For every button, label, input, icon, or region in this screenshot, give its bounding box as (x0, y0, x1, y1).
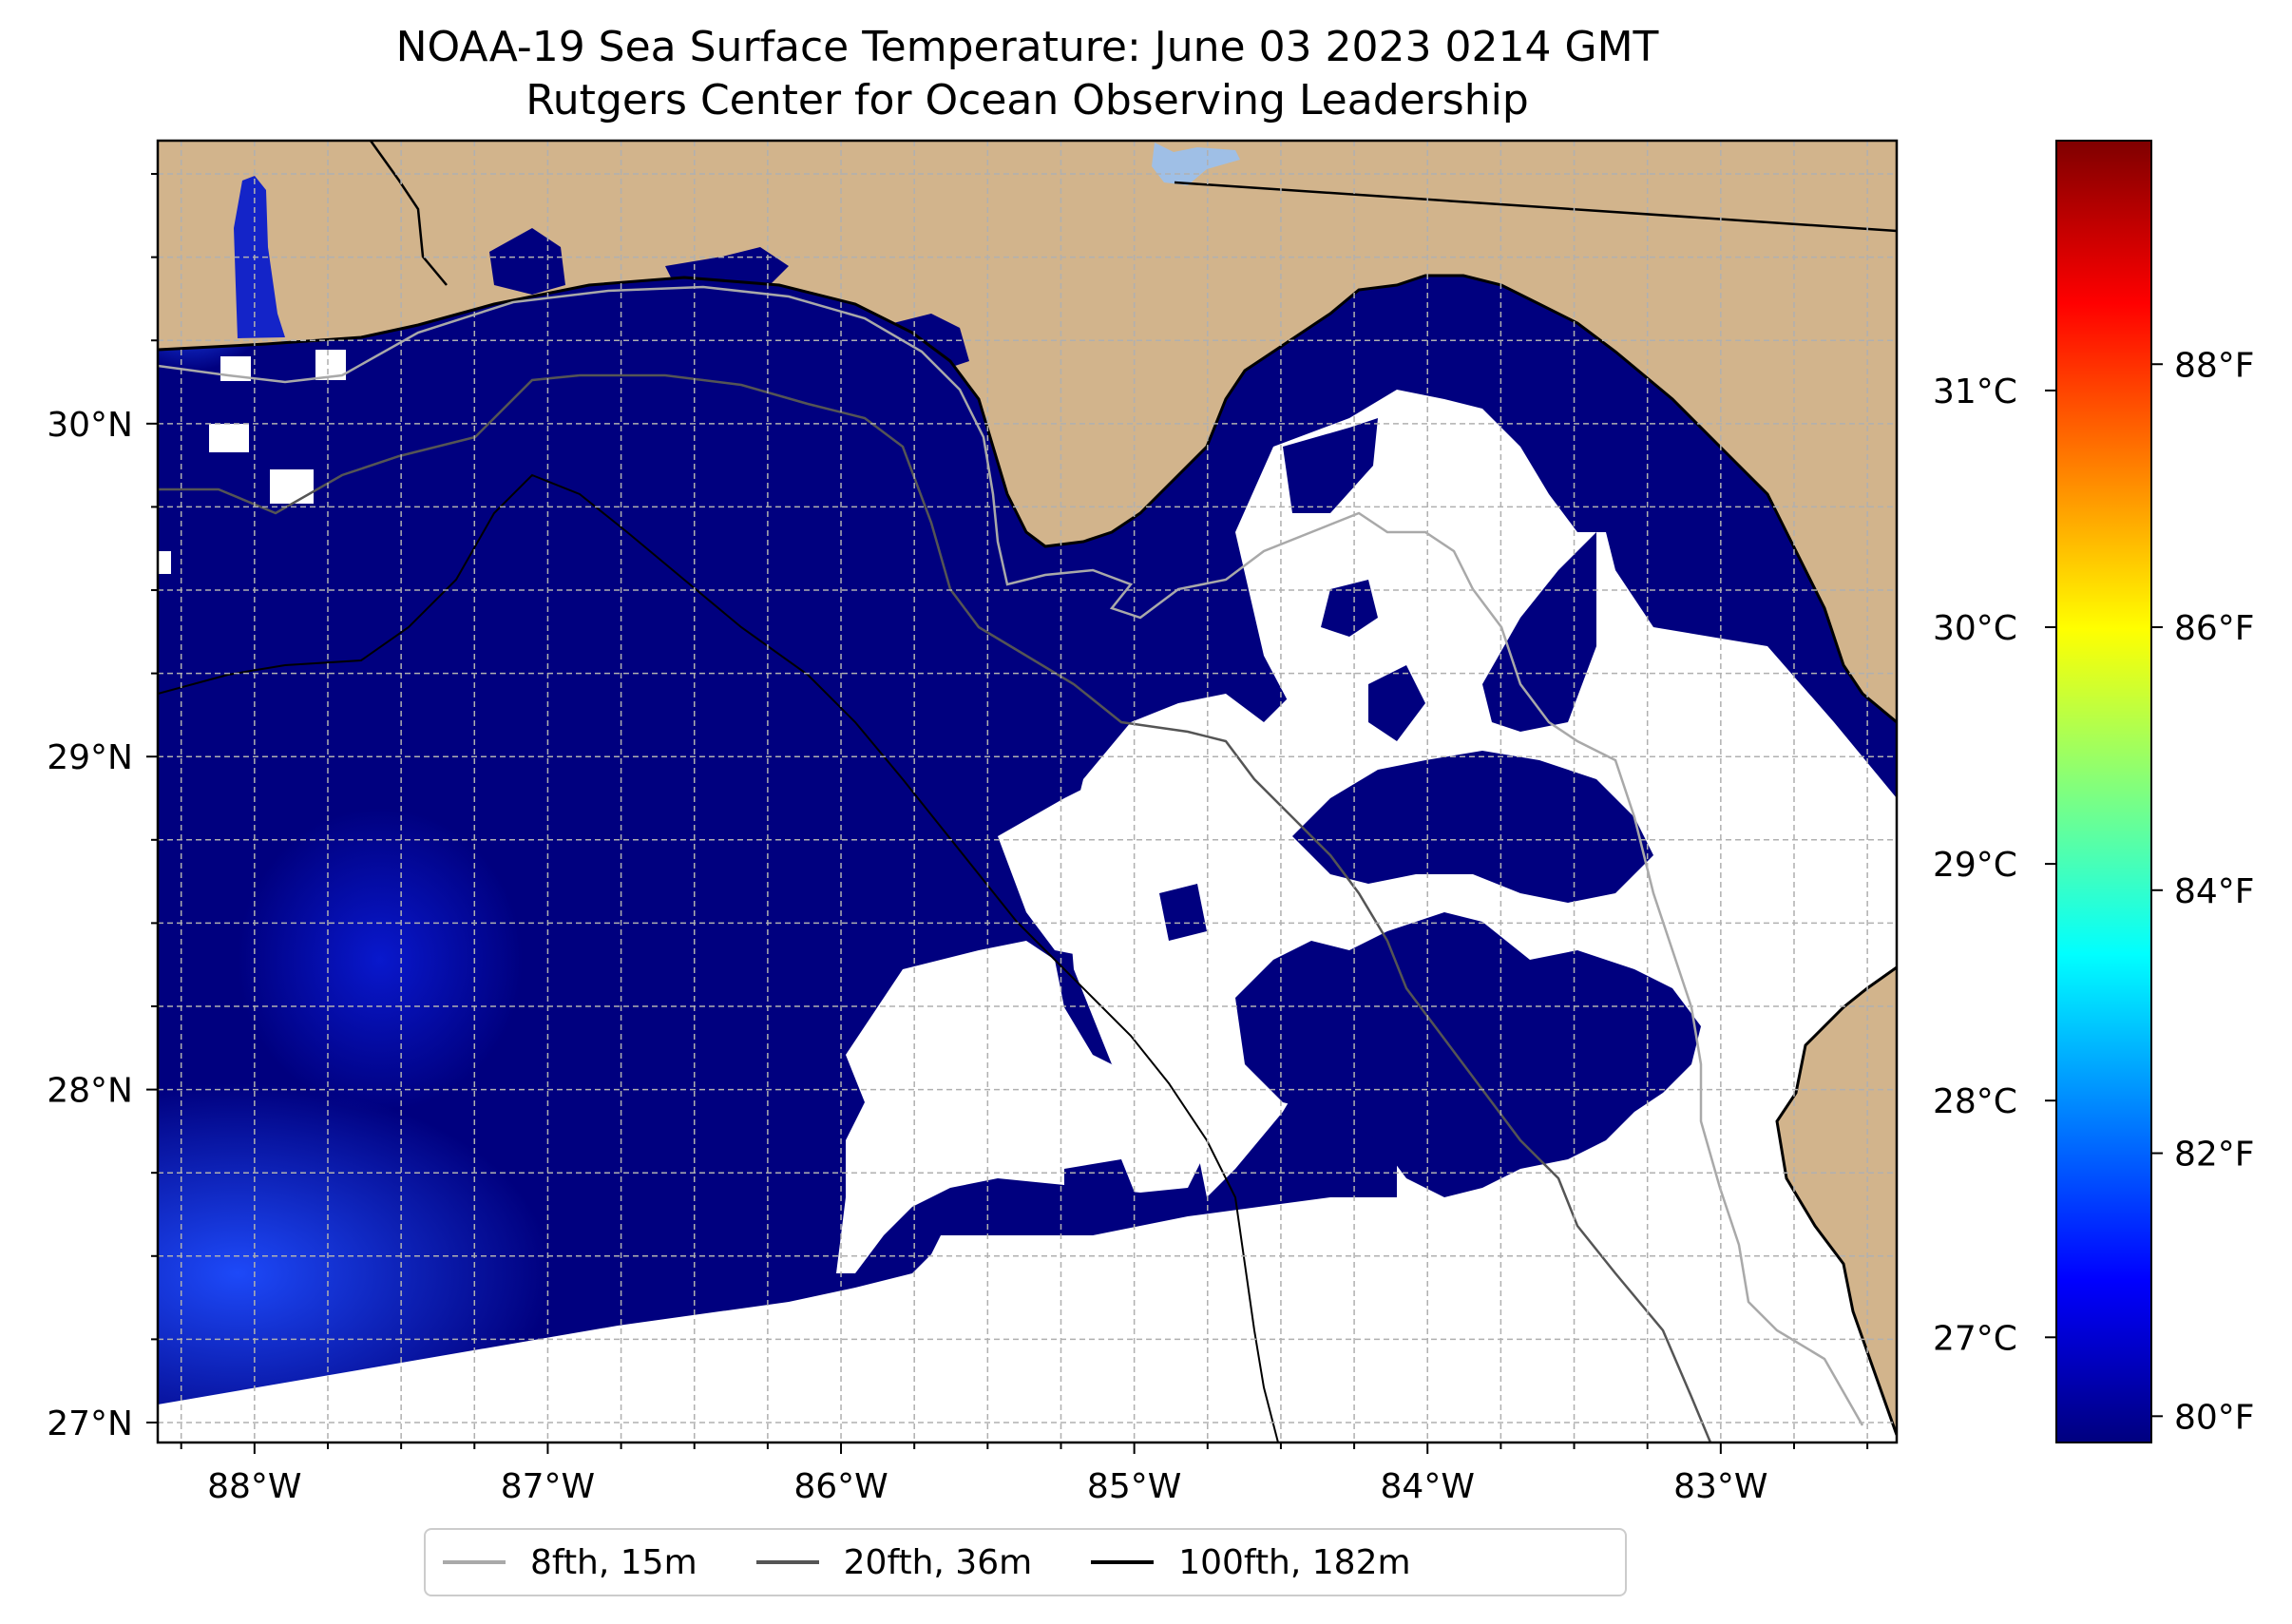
no-data-region (209, 424, 249, 452)
y-tick-label: 27°N (47, 1404, 133, 1443)
map-subtitle: Rutgers Center for Ocean Observing Leade… (525, 76, 1529, 124)
gridlines (158, 141, 1897, 1442)
map-panel (158, 141, 1897, 1442)
legend-label-8fth: 8fth, 15m (530, 1542, 697, 1582)
legend-line-100fth (1091, 1560, 1155, 1564)
map-frame (156, 139, 1899, 1444)
lake (1152, 143, 1240, 185)
colorbar (2055, 140, 2152, 1443)
colorbar-celsius-label: 31°C (1933, 373, 2017, 411)
map-title: NOAA-19 Sea Surface Temperature: June 03… (395, 23, 1659, 71)
colorbar-fahrenheit-label: 84°F (2174, 872, 2255, 911)
legend-line-20fth (755, 1560, 819, 1564)
no-data-region (998, 751, 1197, 960)
y-tick-label: 30°N (47, 406, 133, 445)
y-tick-label: 28°N (47, 1072, 133, 1111)
bay-water (489, 228, 565, 295)
x-tick-label: 83°W (1673, 1467, 1767, 1506)
sst-patch (1368, 665, 1425, 741)
sst-patch (1321, 580, 1378, 637)
sst-patch (1292, 751, 1653, 903)
x-tick-label: 86°W (793, 1467, 888, 1506)
colorbar-celsius-label: 30°C (1933, 609, 2017, 648)
x-tick-label: 87°W (501, 1467, 595, 1506)
legend-label-100fth: 100fth, 182m (1178, 1542, 1411, 1582)
sst-patch (1283, 418, 1378, 513)
legend-line-8fth (443, 1560, 506, 1564)
coastline (158, 274, 1897, 724)
legend-label-20fth: 20fth, 36m (843, 1542, 1033, 1582)
colorbar-celsius-label: 29°C (1933, 846, 2017, 885)
colorbar-axes: 27°C 28°C 29°C 30°C 31°C 80°F 82°F 84°F 86°F 88°F (1933, 346, 2255, 1437)
isobath-36m (158, 373, 1712, 1442)
land-area (158, 141, 1897, 1435)
no-data-region (950, 979, 1045, 1093)
coastline (1775, 965, 1897, 1436)
map-axes: 88°W 87°W 86°W 85°W 84°W 83°W 27°N 28°N 29°N 30°N (47, 173, 1869, 1506)
colorbar-fahrenheit-label: 86°F (2174, 609, 2255, 648)
colorbar-fahrenheit-label: 80°F (2174, 1398, 2255, 1437)
legend-item-20fth: 20fth, 36m (755, 1542, 1033, 1582)
isobath-legend: 8fth, 15m 20fth, 36m 100fth, 182m (424, 1528, 1627, 1596)
sst-patch (1159, 884, 1207, 941)
x-tick-label: 84°W (1381, 1467, 1475, 1506)
legend-item-100fth: 100fth, 182m (1091, 1542, 1411, 1582)
isobath-182m (158, 473, 1279, 1442)
state-border (369, 141, 448, 286)
sst-patch (1235, 912, 1701, 1197)
no-data-region (1235, 390, 1897, 1442)
colorbar-fahrenheit-label: 82°F (2174, 1136, 2255, 1175)
x-tick-label: 85°W (1087, 1467, 1181, 1506)
no-data-region (836, 941, 1207, 1273)
colorbar-celsius-label: 28°C (1933, 1082, 2017, 1121)
no-data-region (270, 469, 314, 504)
x-tick-label: 88°W (207, 1467, 301, 1506)
bay-water (234, 176, 285, 338)
sst-patch (1482, 532, 1596, 732)
warm-water-patch (238, 808, 523, 1112)
bay-water (893, 314, 969, 371)
state-border (1174, 181, 1897, 233)
isobath-15m (158, 285, 1864, 1426)
colorbar-fahrenheit-label: 88°F (2174, 346, 2255, 385)
legend-item-8fth: 8fth, 15m (443, 1543, 697, 1582)
sst-patch (1064, 1159, 1140, 1226)
y-tick-label: 29°N (47, 738, 133, 777)
colorbar-celsius-label: 27°C (1933, 1319, 2017, 1358)
no-data-region (158, 551, 171, 574)
